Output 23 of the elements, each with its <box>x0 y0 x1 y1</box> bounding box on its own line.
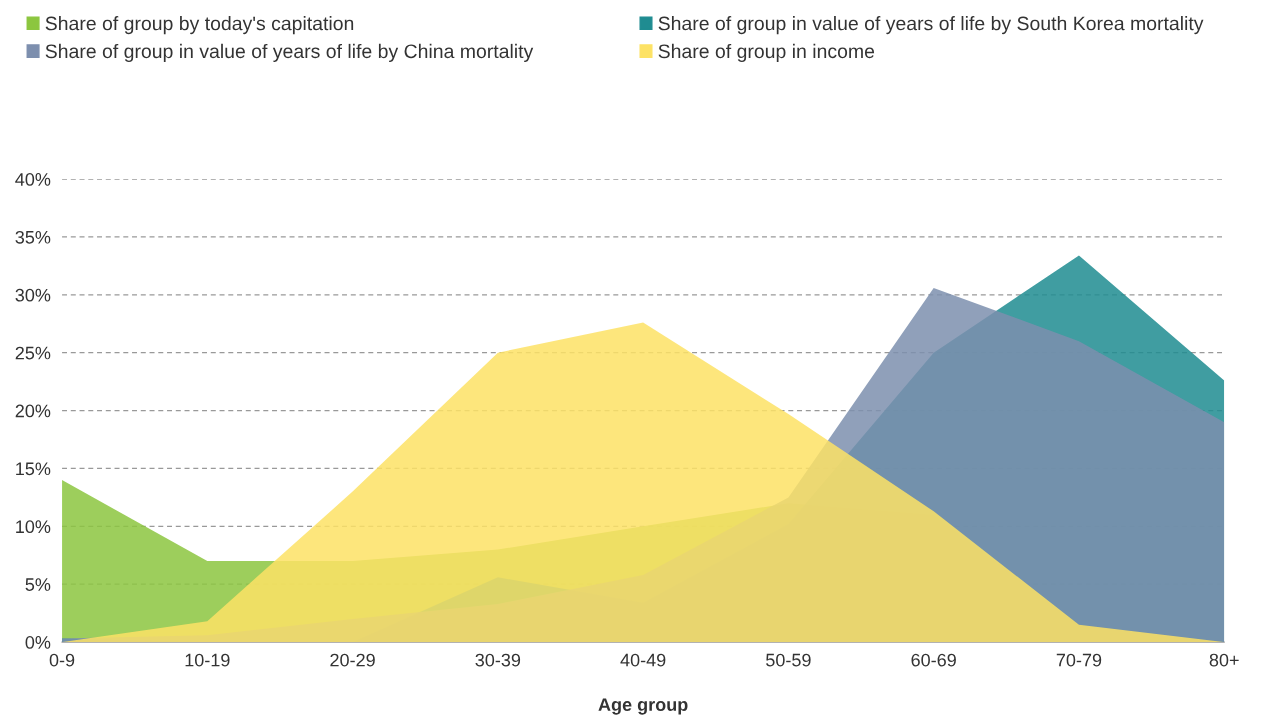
x-tick-label: 20-29 <box>330 653 375 667</box>
x-axis-title: Age group <box>598 698 688 715</box>
y-tick-label: 25% <box>15 346 51 360</box>
y-tick-label: 40% <box>15 173 51 186</box>
y-tick-label: 0% <box>25 636 51 649</box>
y-tick-label: 15% <box>16 462 51 476</box>
x-tick-label: 30-39 <box>475 653 521 667</box>
legend-label: Share of group in value of years of life by South Korea mortality <box>658 16 1204 35</box>
y-tick-label: 5% <box>25 578 51 591</box>
legend-label: Share of group in income <box>658 43 875 62</box>
y-tick-label: 30% <box>15 288 51 302</box>
y-tick-label: 20% <box>15 404 51 418</box>
x-tick-label: 40-49 <box>620 653 666 667</box>
x-tick-label: 0-9 <box>49 653 75 667</box>
x-tick-label: 50-59 <box>766 653 811 667</box>
x-tick-label: 80+ <box>1209 653 1239 667</box>
y-tick-label: 35% <box>15 230 51 244</box>
legend-label: Share of group by today's capitation <box>45 16 354 35</box>
x-tick-label: 70-79 <box>1056 653 1102 667</box>
x-tick-label: 10-19 <box>185 653 230 667</box>
x-tick-label: 60-69 <box>911 653 956 667</box>
legend-label: Share of group in value of years of life by China mortality <box>45 43 534 62</box>
y-tick-label: 10% <box>16 520 51 534</box>
